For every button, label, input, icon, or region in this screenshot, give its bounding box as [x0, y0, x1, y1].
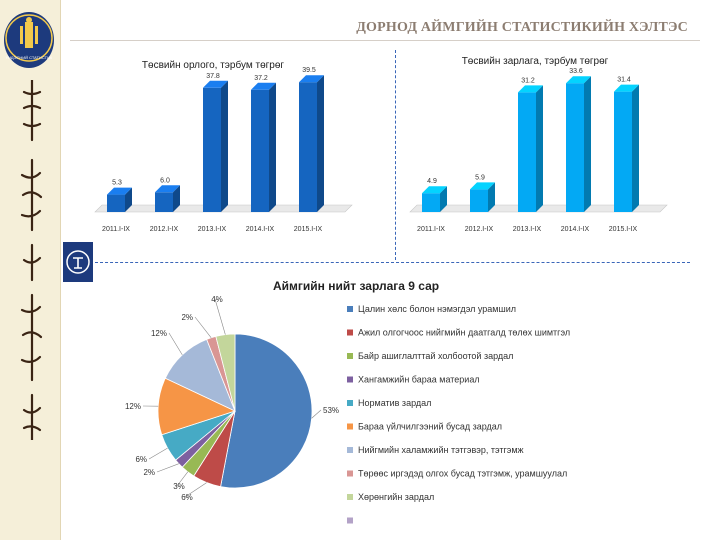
legend-label: Нийгмийн халамжийн тэтгэвэр, тэтгэмж — [358, 445, 524, 455]
expense-value-label: 4.9 — [427, 178, 437, 185]
pie-value-label: 12% — [151, 329, 167, 338]
legend-label: Төрөөс иргэдэд олгох бусад тэтгэмж, урам… — [358, 469, 567, 479]
legend-swatch — [347, 447, 353, 453]
expense-bar — [422, 186, 447, 212]
side-panel: ҮНДЭСНИЙ СТАТИСТИК — [0, 0, 61, 540]
pie-leader-line — [156, 463, 179, 473]
revenue-value-label: 37.2 — [254, 75, 268, 82]
expense-bar — [566, 76, 591, 212]
legend-label: Норматив зардал — [358, 398, 431, 408]
revenue-bar — [203, 80, 228, 212]
revenue-value-label: 6.0 — [160, 177, 170, 184]
logo-text: ҮНДЭСНИЙ СТАТИСТИК — [5, 55, 53, 60]
mongolian-script-decoration — [20, 80, 43, 440]
expense-value-label: 5.9 — [475, 174, 485, 181]
revenue-bar — [155, 185, 180, 212]
revenue-tick-label: 2011.I-IX — [102, 226, 130, 233]
revenue-value-label: 5.3 — [112, 180, 122, 187]
revenue-bar — [251, 82, 276, 213]
expense-tick-label: 2013.I-IX — [513, 226, 542, 233]
legend-swatch — [347, 353, 353, 359]
pie-value-label: 53% — [323, 406, 339, 415]
revenue-chart-title: Төсвийн орлого, тэрбум төгрөг — [142, 59, 284, 71]
header: ДОРНОД АЙМГИЙН СТАТИСТИКИЙН ХЭЛТЭС — [60, 0, 720, 41]
expense-value-label: 31.4 — [617, 77, 631, 84]
expense-chart: Төсвийн зарлага, тэрбум төгрөг 4.9 2011.I… — [409, 55, 668, 233]
pie-value-label: 2% — [181, 313, 193, 322]
expense-chart-title: Төсвийн зарлага, тэрбум төгрөг — [462, 55, 609, 67]
legend-label: Байр ашиглалттай холбоотой зардал — [358, 351, 513, 361]
pie-leader-line — [184, 482, 207, 498]
pie-value-label: 2% — [143, 468, 155, 477]
legend-swatch — [347, 306, 353, 312]
logo: ҮНДЭСНИЙ СТАТИСТИК — [4, 12, 54, 68]
pie-leader-line — [194, 316, 212, 338]
expense-value-label: 33.6 — [569, 68, 583, 75]
revenue-bar — [107, 187, 132, 212]
legend-swatch — [347, 400, 353, 406]
pie-value-label: 6% — [181, 493, 193, 502]
pie-chart-title: Аймгийн нийт зарлага 9 сар — [273, 279, 439, 293]
legend-swatch — [347, 423, 353, 430]
revenue-bar — [299, 75, 324, 212]
statistics-emblem-icon — [63, 242, 93, 282]
revenue-value-label: 39.5 — [302, 67, 316, 74]
legend-swatch — [347, 494, 353, 500]
divider-horizontal — [95, 262, 690, 263]
pie-leader-line — [214, 298, 226, 335]
header-divider — [70, 40, 700, 41]
revenue-tick-label: 2015.I-IX — [294, 226, 323, 233]
legend-label: Цалин хөлс болон нэмэгдэл урамшил — [358, 304, 516, 314]
expense-value-label: 31.2 — [521, 77, 535, 84]
expense-tick-label: 2012.I-IX — [465, 226, 494, 233]
expense-bar — [518, 85, 543, 212]
expense-structure-pie-chart: Аймгийн нийт зарлага 9 сар 53% 6% 3% 2% 6% 12… — [125, 279, 570, 524]
expense-tick-label: 2015.I-IX — [609, 226, 638, 233]
legend-label: Хангамжийн бараа материал — [358, 375, 480, 385]
expense-bar — [614, 84, 639, 212]
page-title: ДОРНОД АЙМГИЙН СТАТИСТИКИЙН ХЭЛТЭС — [356, 20, 688, 35]
pie-leader-line — [311, 409, 322, 419]
soyombo-emblem-icon — [5, 14, 53, 62]
pie-value-label: 6% — [135, 455, 147, 464]
pie-value-label: 3% — [173, 482, 185, 491]
revenue-value-label: 37.8 — [206, 73, 220, 80]
pie-value-label: 4% — [211, 295, 223, 304]
legend-swatch — [347, 517, 353, 524]
revenue-tick-label: 2014.I-IX — [246, 226, 275, 233]
divider-vertical — [395, 50, 396, 260]
pie-value-label: 12% — [125, 402, 141, 411]
expense-bar — [470, 182, 495, 212]
pie-leader-line — [148, 447, 168, 460]
expense-tick-label: 2014.I-IX — [561, 226, 590, 233]
legend-label: Ажил олгогчоос нийгмийн даатгалд төлөх ш… — [358, 328, 570, 338]
pie-leader-line — [168, 332, 183, 356]
pie-leader-line — [176, 471, 189, 487]
revenue-tick-label: 2013.I-IX — [198, 226, 227, 233]
legend-swatch — [347, 329, 353, 336]
pie-slice — [215, 333, 236, 412]
legend-label: Хөрөнгийн зардал — [358, 492, 434, 502]
revenue-tick-label: 2012.I-IX — [150, 226, 179, 233]
legend-label: Бараа үйлчилгээний бусад зардал — [358, 422, 502, 432]
legend-swatch — [347, 376, 353, 383]
expense-tick-label: 2011.I-IX — [417, 226, 445, 233]
legend-swatch — [347, 470, 353, 477]
revenue-chart: Төсвийн орлого, тэрбум төгрөг 5.3 2011.I-… — [94, 59, 353, 233]
